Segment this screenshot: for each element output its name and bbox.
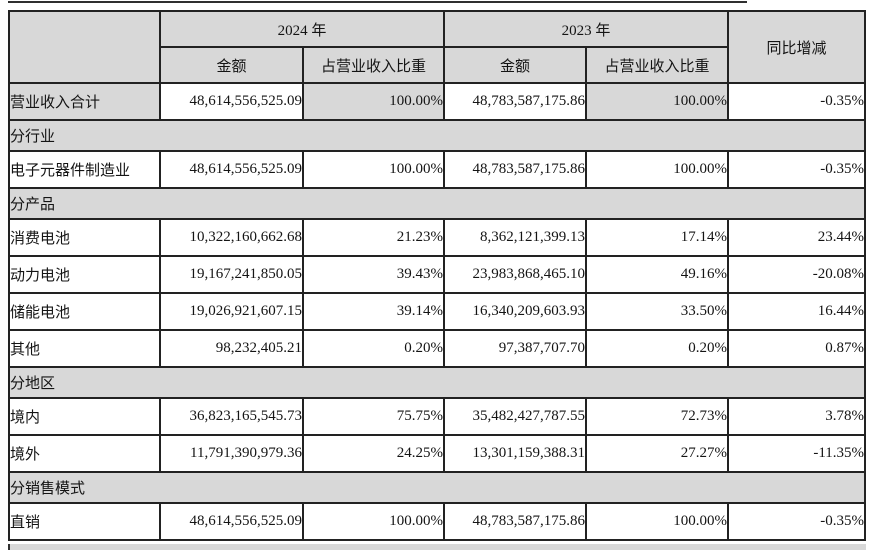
row-label: 动力电池	[8, 255, 161, 294]
ratio-2023-cell: 100.00%	[585, 502, 730, 541]
section-label: 分行业	[7, 119, 867, 152]
amount-2024-cell: 10,322,160,662.68	[159, 218, 304, 257]
corner-empty-cell	[8, 10, 161, 84]
yoy-cell: 23.44%	[727, 218, 867, 257]
table-row: 动力电池 19,167,241,850.05 39.43% 23,983,868,46…	[8, 255, 867, 294]
amount-2024-cell: 19,026,921,607.15	[159, 292, 304, 331]
table-row: 其他 98,232,405.21 0.20% 97,387,707.70 0.20% 0.…	[8, 329, 867, 368]
yoy-cell: 0.87%	[727, 329, 867, 368]
amount-2023-cell: 16,340,209,603.93	[443, 292, 588, 331]
amount-2024-cell: 11,791,390,979.36	[159, 434, 304, 473]
amount-2023-header: 金额	[443, 46, 588, 84]
table-body: 营业收入合计 48,614,556,525.09 100.00% 48,783,587…	[7, 82, 867, 541]
table-row: 消费电池 10,322,160,662.68 21.23% 8,362,121,399…	[8, 218, 867, 257]
table-row: 电子元器件制造业 48,614,556,525.09 100.00% 48,783,5…	[8, 150, 867, 189]
amount-2023-cell: 35,482,427,787.55	[443, 397, 588, 436]
row-label: 储能电池	[8, 292, 161, 331]
ratio-2023-cell: 33.50%	[585, 292, 730, 331]
amount-2024-header: 金额	[159, 46, 304, 84]
row-label: 电子元器件制造业	[8, 150, 161, 189]
row-label: 直销	[8, 502, 161, 541]
table-row: 境外 11,791,390,979.36 24.25% 13,301,159,388.…	[8, 434, 867, 473]
ratio-2024-cell: 100.00%	[301, 502, 446, 541]
ratio-2024-cell: 100.00%	[301, 82, 446, 121]
section-header-row: 分地区	[7, 366, 867, 399]
amount-2024-cell: 19,167,241,850.05	[159, 255, 304, 294]
header-row-years: 2024 年 2023 年 同比增减	[8, 10, 867, 84]
table-row: 境内 36,823,165,545.73 75.75% 35,482,427,787.…	[8, 397, 867, 436]
ratio-2023-cell: 27.27%	[585, 434, 730, 473]
ratio-2023-cell: 100.00%	[585, 82, 730, 121]
amount-2023-cell: 48,783,587,175.86	[443, 82, 588, 121]
row-label: 消费电池	[8, 218, 161, 257]
section-label: 分产品	[7, 187, 867, 220]
revenue-breakdown-table: 2024 年 2023 年 同比增减 金额 占营业收入比重 金额 占营业收入比重…	[7, 10, 867, 541]
ratio-2023-cell: 72.73%	[585, 397, 730, 436]
yoy-change-header: 同比增减	[727, 10, 867, 84]
yoy-cell: -0.35%	[727, 150, 867, 189]
amount-2023-cell: 48,783,587,175.86	[443, 150, 588, 189]
amount-2024-cell: 48,614,556,525.09	[159, 150, 304, 189]
table-row: 储能电池 19,026,921,607.15 39.14% 16,340,209,60…	[8, 292, 867, 331]
section-header-row: 分产品	[7, 187, 867, 220]
amount-2023-cell: 97,387,707.70	[443, 329, 588, 368]
amount-2023-cell: 48,783,587,175.86	[443, 502, 588, 541]
year-2024-header: 2024 年	[158, 10, 446, 48]
yoy-cell: 16.44%	[727, 292, 867, 331]
ratio-2024-cell: 0.20%	[301, 329, 446, 368]
yoy-cell: -20.08%	[727, 255, 867, 294]
ratio-2024-cell: 100.00%	[301, 150, 446, 189]
amount-2023-cell: 13,301,159,388.31	[443, 434, 588, 473]
yoy-cell: -11.35%	[727, 434, 867, 473]
amount-2024-cell: 36,823,165,545.73	[159, 397, 304, 436]
ratio-2023-cell: 17.14%	[585, 218, 730, 257]
ratio-2024-cell: 24.25%	[301, 434, 446, 473]
cropped-next-row	[8, 544, 866, 550]
ratio-2023-cell: 0.20%	[585, 329, 730, 368]
section-header-row: 分行业	[7, 119, 867, 152]
amount-2024-cell: 98,232,405.21	[159, 329, 304, 368]
cropped-row-border-top	[8, 1, 747, 3]
table-row: 直销 48,614,556,525.09 100.00% 48,783,587,175…	[8, 502, 867, 541]
amount-2024-cell: 48,614,556,525.09	[159, 82, 304, 121]
header-row-metrics: 金额 占营业收入比重 金额 占营业收入比重	[9, 46, 865, 84]
year-2023-header: 2023 年	[443, 10, 730, 48]
yoy-cell: -0.35%	[727, 82, 867, 121]
table-header: 2024 年 2023 年 同比增减 金额 占营业收入比重 金额 占营业收入比重	[8, 10, 867, 84]
amount-2023-cell: 8,362,121,399.13	[443, 218, 588, 257]
ratio-2024-header: 占营业收入比重	[301, 46, 446, 84]
row-label: 营业收入合计	[8, 82, 161, 121]
ratio-2024-cell: 39.14%	[301, 292, 446, 331]
ratio-2023-cell: 49.16%	[585, 255, 730, 294]
yoy-cell: -0.35%	[727, 502, 867, 541]
section-label: 分地区	[7, 366, 867, 399]
ratio-2023-cell: 100.00%	[585, 150, 730, 189]
section-header-row: 分销售模式	[7, 471, 867, 504]
yoy-cell: 3.78%	[727, 397, 867, 436]
table-row: 营业收入合计 48,614,556,525.09 100.00% 48,783,587…	[8, 82, 867, 121]
row-label: 境内	[8, 397, 161, 436]
ratio-2023-header: 占营业收入比重	[585, 46, 730, 84]
ratio-2024-cell: 21.23%	[301, 218, 446, 257]
row-label: 境外	[8, 434, 161, 473]
section-label: 分销售模式	[7, 471, 867, 504]
row-label: 其他	[8, 329, 161, 368]
ratio-2024-cell: 39.43%	[301, 255, 446, 294]
amount-2024-cell: 48,614,556,525.09	[159, 502, 304, 541]
amount-2023-cell: 23,983,868,465.10	[443, 255, 588, 294]
ratio-2024-cell: 75.75%	[301, 397, 446, 436]
